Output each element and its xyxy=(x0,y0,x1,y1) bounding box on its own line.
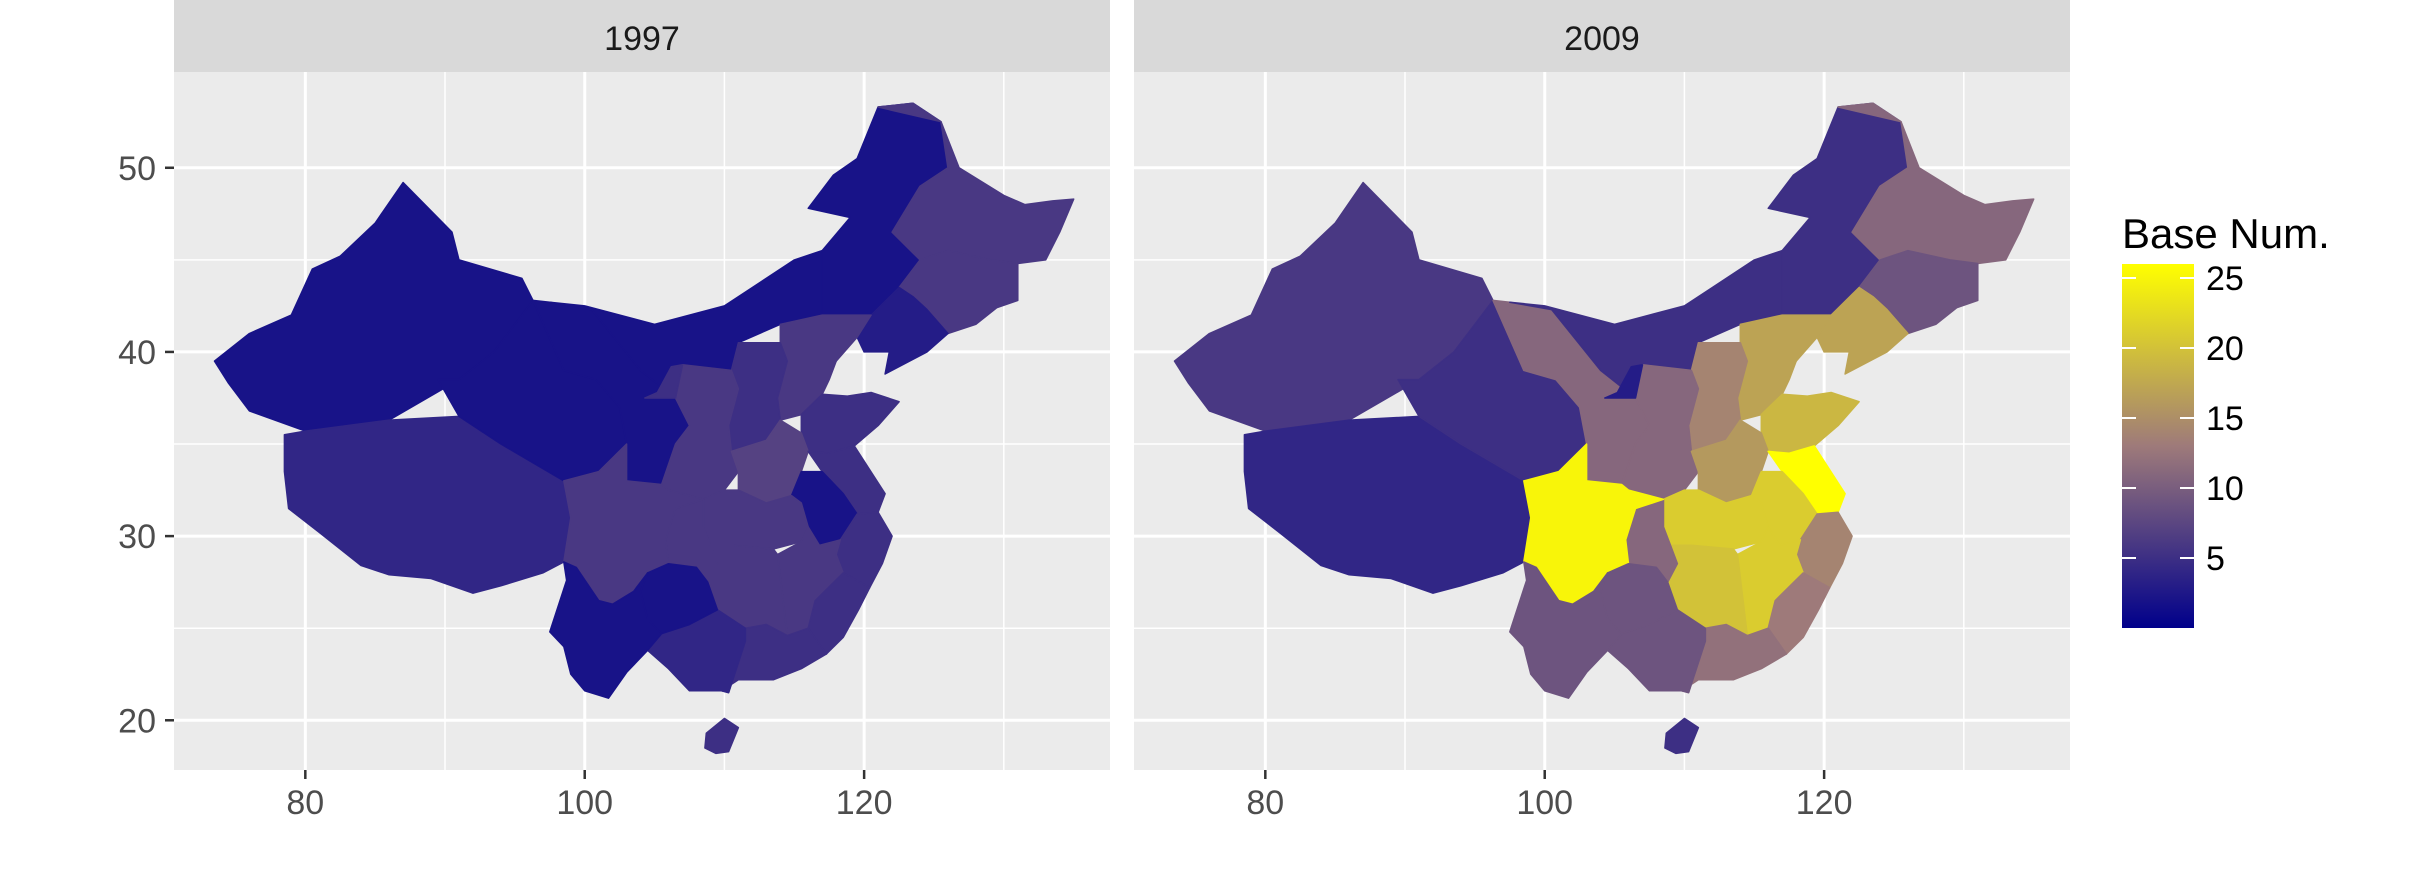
region-ningxia xyxy=(644,364,684,399)
legend-tick-label: 10 xyxy=(2206,470,2244,508)
y-tick-label: 30 xyxy=(118,518,156,556)
region-tibet xyxy=(283,415,572,594)
region-xinjiang xyxy=(213,181,534,432)
region-heilongjiang xyxy=(877,102,1075,265)
facet-strip xyxy=(174,0,1110,72)
legend-tick-label: 20 xyxy=(2206,330,2244,368)
x-tick-label: 100 xyxy=(1516,784,1573,822)
x-tick-label: 80 xyxy=(1246,784,1284,822)
x-tick-label: 80 xyxy=(286,784,324,822)
region-heilongjiang xyxy=(1837,102,2035,265)
legend-title: Base Num. xyxy=(2122,210,2330,257)
facet-strip xyxy=(1134,0,2070,72)
region-liaoning xyxy=(856,286,949,375)
facet-panel-1997: 1997 80 100 120 50 40 30 20 xyxy=(118,0,1110,822)
region-hainan xyxy=(704,717,740,755)
facet-panels: 1997 80 100 120 50 40 30 20 2009 80 100 120 xyxy=(118,0,2070,822)
region-xinjiang xyxy=(1173,181,1494,432)
region-fujian xyxy=(807,572,871,655)
region-yunnan xyxy=(549,561,663,699)
map-regions xyxy=(1173,102,2035,755)
region-fujian xyxy=(1767,572,1831,655)
facet-strip-label: 1997 xyxy=(604,20,680,58)
x-tick-label: 120 xyxy=(1796,784,1853,822)
legend-tick-label: 15 xyxy=(2206,400,2244,438)
color-legend: Base Num.25 20 15 10 5 xyxy=(2122,210,2330,628)
legend-tick-label: 25 xyxy=(2206,260,2244,298)
legend-tick-label: 5 xyxy=(2206,540,2225,578)
region-hubei xyxy=(1662,489,1769,550)
region-yunnan xyxy=(1509,561,1623,699)
region-hainan xyxy=(1664,717,1700,755)
facet-strip-label: 2009 xyxy=(1564,20,1640,58)
y-tick-label: 40 xyxy=(118,334,156,372)
facet-panel-2009: 2009 80 100 120 xyxy=(1134,0,2070,822)
y-tick-label: 20 xyxy=(118,702,156,740)
y-tick-label: 50 xyxy=(118,150,156,188)
map-regions xyxy=(213,102,1075,755)
region-liaoning xyxy=(1816,286,1909,375)
x-tick-label: 120 xyxy=(836,784,893,822)
x-tick-label: 100 xyxy=(556,784,613,822)
region-tibet xyxy=(1243,415,1532,594)
region-ningxia xyxy=(1604,364,1644,399)
region-hubei xyxy=(702,489,809,550)
legend-colorbar xyxy=(2122,264,2194,628)
